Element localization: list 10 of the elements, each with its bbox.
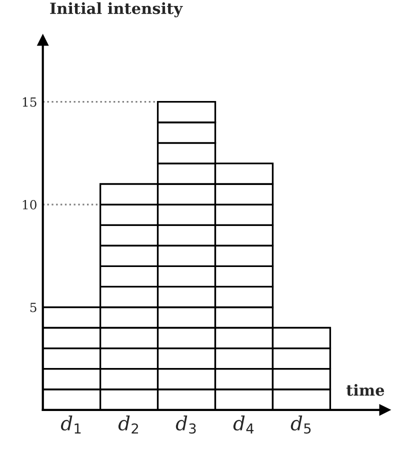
x-tick-label: d$_{4}$: [233, 415, 254, 434]
x-tick-label: d$_{3}$: [176, 415, 196, 434]
y-axis-title: Initial intensity: [50, 2, 183, 18]
x-tick-label: d$_{1}$: [60, 415, 81, 434]
y-tick-label: 5: [30, 302, 36, 312]
y-tick-label: 10: [22, 200, 36, 210]
x-axis-title: time: [346, 384, 384, 396]
y-tick-label: 15: [22, 97, 36, 107]
x-tick-label: d$_{2}$: [118, 415, 138, 434]
x-tick-label: d$_{5}$: [290, 415, 311, 434]
